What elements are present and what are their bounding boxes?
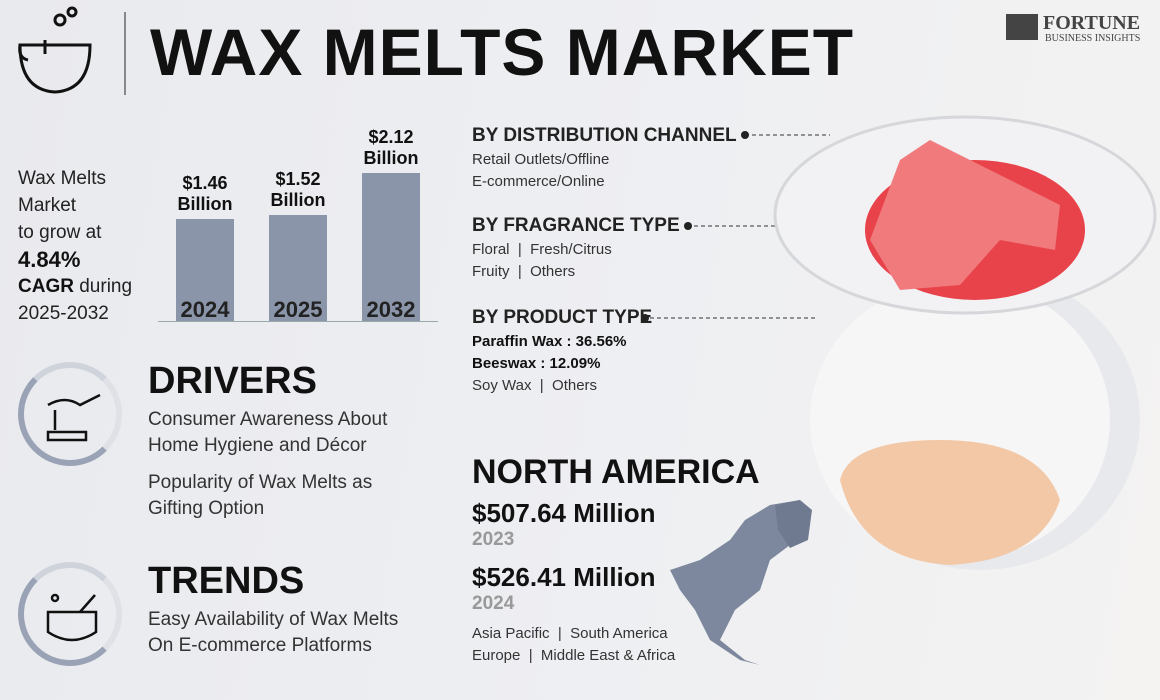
brand-sub: BUSINESS INSIGHTS xyxy=(1045,33,1141,44)
trends-title: TRENDS xyxy=(148,560,305,602)
growth-rate: 4.84% xyxy=(18,247,81,272)
driver: Popularity of Wax Melts as Gifting Optio… xyxy=(148,472,373,519)
value-label: $1.46 Billion xyxy=(177,173,233,215)
segment: BY FRAGRANCE TYPE Floral | Fresh/Citrus Fr… xyxy=(472,215,772,283)
during: during xyxy=(79,276,133,297)
region-title: NORTH AMERICA xyxy=(472,453,760,491)
segment-heading: BY DISTRIBUTION CHANNEL xyxy=(472,125,737,146)
trend: Easy Availability of Wax Melts On E-comm… xyxy=(148,609,399,656)
drivers-title: DRIVERS xyxy=(148,360,317,402)
driver: Consumer Awareness About Home Hygiene an… xyxy=(148,409,388,456)
segment-item: Retail Outlets/Offline xyxy=(472,151,610,168)
segment-item: Soy Wax | Others xyxy=(472,377,598,394)
bar xyxy=(176,219,234,321)
region-other: Asia Pacific | South America xyxy=(472,625,668,642)
segment-item: Paraffin Wax : 36.56% xyxy=(472,333,627,350)
segment-heading: BY PRODUCT TYPE xyxy=(472,307,653,328)
title: WAX MELTS MARKET xyxy=(150,15,855,89)
segment-item: Fruity | Others xyxy=(472,263,576,280)
region-value: $526.41 Million xyxy=(472,562,656,592)
value-label: $1.52 Billion xyxy=(270,168,326,210)
bar-chart: $1.46 Billion 2024 $1.52 Billion 2025 $2.12 … xyxy=(158,110,438,322)
region-value: $507.64 Million xyxy=(472,498,656,528)
growth-line: Market xyxy=(18,195,77,216)
icon-ring xyxy=(18,562,122,666)
cagr: CAGR xyxy=(18,276,74,297)
segment-item: Floral | Fresh/Citrus xyxy=(472,241,612,258)
icon-ring xyxy=(18,362,122,466)
region-year: 2024 xyxy=(472,593,515,614)
segment: BY PRODUCT TYPE Paraffin Wax : 36.56% Bees… xyxy=(472,307,772,397)
x-tick-label: 2025 xyxy=(273,297,323,322)
segment-item: E-commerce/Online xyxy=(472,173,605,190)
growth: Wax Melts Market to grow at 4.84% CAGR d… xyxy=(18,165,132,327)
x-tick-label: 2032 xyxy=(366,297,416,322)
segment-item: Beeswax : 12.09% xyxy=(472,355,601,372)
segment: BY DISTRIBUTION CHANNEL Retail Outlets/Of… xyxy=(472,125,772,193)
region-other: Europe | Middle East & Africa xyxy=(472,647,676,664)
bar xyxy=(362,173,420,321)
x-tick-label: 2024 xyxy=(180,297,230,322)
region-year: 2023 xyxy=(472,529,515,550)
brand: FORTUNE xyxy=(1043,12,1141,34)
period: 2025-2032 xyxy=(18,303,109,324)
growth-line: to grow at xyxy=(18,222,102,243)
growth-line: Wax Melts xyxy=(18,168,106,189)
segment-heading: BY FRAGRANCE TYPE xyxy=(472,215,680,236)
value-label: $2.12 Billion xyxy=(363,127,419,168)
bar xyxy=(269,214,327,321)
